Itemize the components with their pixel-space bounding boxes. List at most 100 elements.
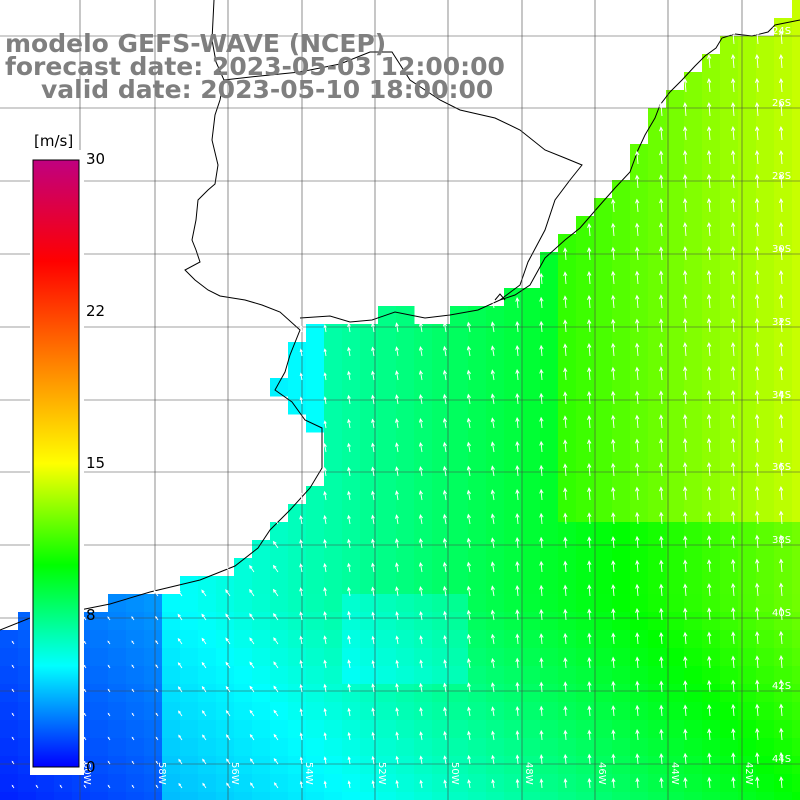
wind-speed-cell — [774, 378, 793, 397]
wind-arrow — [611, 318, 616, 333]
wind-arrow — [155, 615, 159, 621]
wind-arrow — [371, 442, 375, 453]
wind-speed-cell — [684, 90, 703, 109]
wind-speed-cell — [0, 756, 19, 775]
wind-speed-cell — [288, 558, 307, 577]
wind-speed-cell — [684, 666, 703, 685]
wind-speed-cell — [702, 324, 721, 343]
wind-speed-cell — [450, 504, 469, 523]
wind-arrow — [683, 270, 688, 285]
wind-speed-cell — [666, 468, 685, 487]
wind-speed-cell — [630, 792, 649, 800]
wind-arrow — [442, 417, 447, 429]
wind-arrow — [395, 586, 399, 597]
wind-speed-cell — [144, 612, 163, 631]
wind-arrow — [563, 512, 568, 525]
wind-speed-cell — [720, 792, 739, 800]
wind-arrow — [659, 246, 664, 261]
wind-speed-cell — [612, 252, 631, 271]
wind-speed-cell — [630, 360, 649, 379]
wind-speed-cell — [360, 666, 379, 685]
wind-speed-cell — [702, 162, 721, 181]
wind-arrow — [515, 778, 520, 789]
wind-arrow — [683, 704, 688, 717]
wind-speed-cell — [648, 702, 667, 721]
wind-speed-cell — [720, 288, 739, 307]
wind-speed-cell — [684, 558, 703, 577]
wind-speed-cell — [486, 576, 505, 595]
latitude-label: 34S — [772, 390, 791, 401]
wind-speed-cell — [630, 702, 649, 721]
wind-speed-cell — [378, 792, 397, 800]
wind-arrow — [371, 514, 375, 525]
wind-arrow — [778, 173, 784, 189]
wind-speed-cell — [666, 144, 685, 163]
wind-speed-cell — [378, 378, 397, 397]
wind-speed-cell — [180, 594, 199, 613]
wind-arrow — [587, 414, 592, 429]
wind-arrow — [587, 753, 592, 765]
wind-arrow — [611, 246, 616, 261]
wind-speed-cell — [594, 612, 613, 631]
wind-speed-cell — [756, 612, 775, 631]
wind-speed-cell — [468, 414, 487, 433]
wind-speed-cell — [756, 360, 775, 379]
wind-arrow — [587, 777, 592, 789]
wind-arrow — [249, 564, 255, 573]
wind-speed-cell — [702, 774, 721, 793]
wind-speed-cell — [270, 630, 289, 649]
wind-arrow — [707, 607, 712, 621]
wind-speed-cell — [666, 270, 685, 289]
wind-arrow — [731, 776, 736, 789]
wind-speed-cell — [792, 198, 800, 217]
wind-speed-cell — [648, 198, 667, 217]
wind-speed-cell — [360, 504, 379, 523]
wind-speed-cell — [468, 540, 487, 559]
wind-speed-cell — [756, 576, 775, 595]
wind-speed-cell — [558, 540, 577, 559]
wind-speed-cell — [630, 432, 649, 451]
wind-arrow — [778, 221, 784, 237]
wind-speed-cell — [684, 792, 703, 800]
wind-speed-cell — [396, 720, 415, 739]
wind-speed-cell — [756, 216, 775, 235]
wind-arrow — [178, 734, 183, 741]
wind-arrow — [563, 608, 568, 621]
wind-arrow — [371, 562, 375, 573]
wind-speed-cell — [396, 378, 415, 397]
wind-speed-cell — [702, 540, 721, 559]
wind-speed-cell — [774, 162, 793, 181]
wind-arrow — [490, 682, 495, 693]
wind-speed-cell — [558, 468, 577, 487]
wind-speed-cell — [522, 450, 541, 469]
wind-speed-cell — [396, 684, 415, 703]
wind-speed-cell — [450, 432, 469, 451]
wind-arrow — [395, 562, 399, 573]
wind-speed-cell — [306, 522, 325, 541]
wind-speed-cell — [540, 756, 559, 775]
wind-arrow — [659, 777, 664, 789]
wind-arrow — [778, 77, 784, 93]
wind-speed-cell — [774, 144, 793, 163]
wind-arrow — [371, 370, 375, 381]
wind-arrow — [611, 390, 616, 405]
wind-speed-cell — [774, 342, 793, 361]
wind-arrow — [635, 246, 640, 261]
wind-speed-cell — [540, 792, 559, 800]
wind-speed-cell — [612, 360, 631, 379]
wind-arrow — [611, 222, 616, 237]
wind-speed-cell — [324, 378, 343, 397]
wind-speed-cell — [216, 738, 235, 757]
wind-speed-cell — [630, 576, 649, 595]
wind-speed-cell — [540, 576, 559, 595]
wind-speed-cell — [36, 792, 55, 800]
wind-speed-cell — [702, 576, 721, 595]
wind-arrow — [683, 511, 688, 525]
wind-speed-cell — [306, 396, 325, 415]
wind-speed-cell — [756, 486, 775, 505]
wind-speed-cell — [666, 360, 685, 379]
wind-speed-cell — [486, 342, 505, 361]
wind-speed-cell — [720, 756, 739, 775]
wind-speed-cell — [702, 396, 721, 415]
wind-speed-cell — [774, 414, 793, 433]
